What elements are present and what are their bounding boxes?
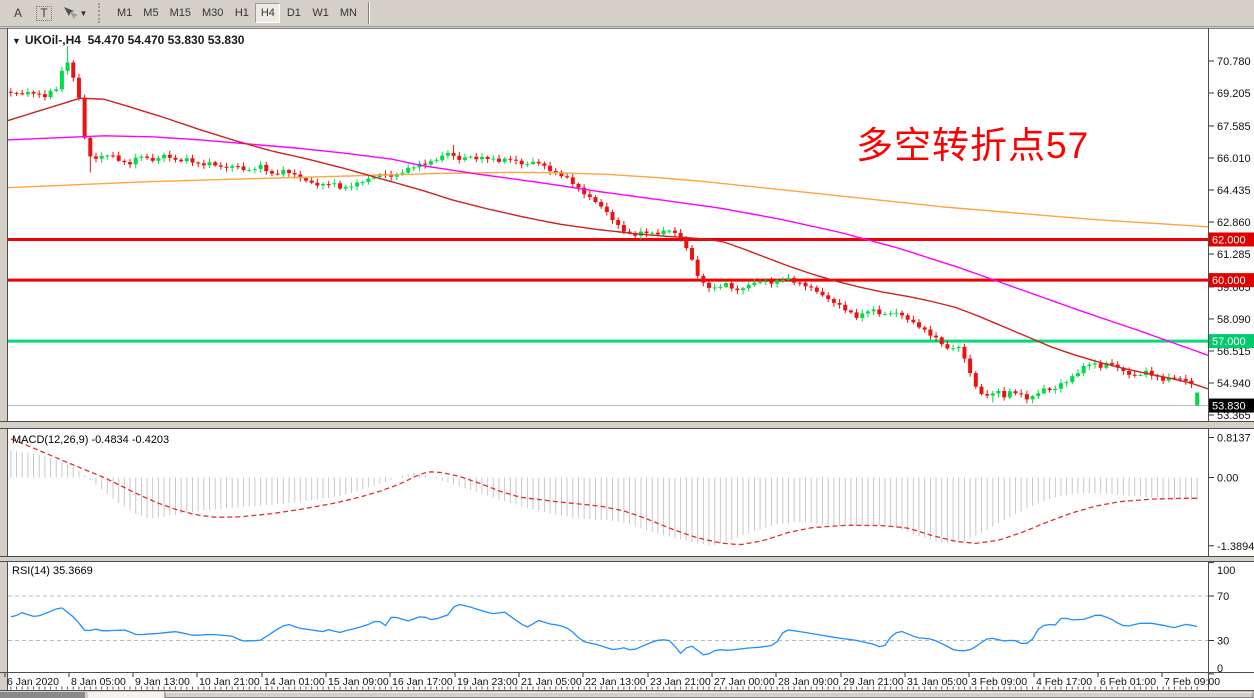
svg-text:53.830: 53.830 <box>1212 401 1246 413</box>
timeframe-button-m1[interactable]: M1 <box>112 3 138 23</box>
svg-text:7 Feb 09:00: 7 Feb 09:00 <box>1164 676 1220 688</box>
text-frame-tool-button[interactable]: T <box>32 3 56 23</box>
svg-text:64.435: 64.435 <box>1217 185 1251 197</box>
svg-text:28 Jan 09:00: 28 Jan 09:00 <box>778 676 839 688</box>
svg-text:0.00: 0.00 <box>1217 473 1238 485</box>
svg-text:21 Jan 05:00: 21 Jan 05:00 <box>521 676 582 688</box>
svg-text:14 Jan 01:00: 14 Jan 01:00 <box>264 676 325 688</box>
svg-text:53.365: 53.365 <box>1217 410 1251 422</box>
chart-canvas[interactable]: 70.780 69.205 67.585 66.010 64.435 62.860 61.2… <box>0 27 1254 698</box>
pane-separator-2[interactable] <box>0 556 1254 562</box>
ma-mid-magenta <box>7 135 1209 356</box>
rsi-line <box>10 603 1198 656</box>
svg-text:31 Jan 05:00: 31 Jan 05:00 <box>907 676 968 688</box>
svg-text:10 Jan 21:00: 10 Jan 21:00 <box>199 676 260 688</box>
arrow-cursors-icon <box>63 7 78 19</box>
toolbar-separator <box>367 2 370 24</box>
horizontal-scrollbar <box>0 691 1254 698</box>
svg-text:30: 30 <box>1217 636 1229 648</box>
svg-text:69.205: 69.205 <box>1217 88 1251 100</box>
svg-text:60.000: 60.000 <box>1212 275 1246 287</box>
macd-pane: 0.8137 0.00 -1.3894 <box>10 432 1254 553</box>
svg-text:6 Jan 2020: 6 Jan 2020 <box>7 676 59 688</box>
svg-text:6 Feb 01:00: 6 Feb 01:00 <box>1100 676 1156 688</box>
svg-text:8 Jan 05:00: 8 Jan 05:00 <box>71 676 126 688</box>
text-frame-icon: T <box>36 5 52 21</box>
time-axis: 6 Jan 2020 8 Jan 05:00 9 Jan 13:00 10 Jan 2… <box>4 672 1220 690</box>
timeframe-toolbar: M1 M5 M15 M30 H1 H4 D1 W1 MN <box>112 3 363 23</box>
timeframe-button-h4[interactable]: H4 <box>255 3 281 23</box>
svg-text:19 Jan 23:00: 19 Jan 23:00 <box>457 676 518 688</box>
current-price-badge: 53.830 <box>1209 398 1254 413</box>
svg-text:22 Jan 13:00: 22 Jan 13:00 <box>585 676 646 688</box>
svg-text:29 Jan 21:00: 29 Jan 21:00 <box>843 676 904 688</box>
arrow-objects-tool-button[interactable]: ▼ <box>58 3 92 23</box>
svg-text:15 Jan 09:00: 15 Jan 09:00 <box>328 676 389 688</box>
svg-text:23 Jan 21:00: 23 Jan 21:00 <box>650 676 711 688</box>
timeframe-button-h1[interactable]: H1 <box>229 3 255 23</box>
svg-text:27 Jan 00:00: 27 Jan 00:00 <box>714 676 775 688</box>
rsi-pane: 100 70 30 0 <box>8 562 1235 675</box>
svg-text:9 Jan 13:00: 9 Jan 13:00 <box>135 676 190 688</box>
candles-layer <box>8 45 1200 406</box>
timeframe-button-mn[interactable]: MN <box>334 3 362 23</box>
svg-text:57.000: 57.000 <box>1212 336 1246 348</box>
svg-text:54.940: 54.940 <box>1217 378 1251 390</box>
price-badge-57.000: 57.000 <box>1209 334 1254 349</box>
svg-text:-1.3894: -1.3894 <box>1217 541 1254 553</box>
text-label-tool-button[interactable]: A <box>6 3 30 23</box>
ma-fast-red <box>7 97 1209 390</box>
ma-slow-orange <box>7 171 1209 228</box>
timeframe-button-m15[interactable]: M15 <box>164 3 196 23</box>
svg-text:0: 0 <box>1217 663 1223 675</box>
svg-text:62.860: 62.860 <box>1217 217 1251 229</box>
svg-text:3 Feb 09:00: 3 Feb 09:00 <box>971 676 1027 688</box>
chart-annotation-text[interactable]: 多空转折点57 <box>856 125 1090 166</box>
macd-signal-line <box>10 438 1198 546</box>
svg-text:56.515: 56.515 <box>1217 346 1251 358</box>
price-pane <box>7 45 1209 407</box>
svg-text:70.780: 70.780 <box>1217 56 1251 68</box>
price-badge-60.000: 60.000 <box>1209 273 1254 288</box>
timeframe-button-m30[interactable]: M30 <box>196 3 229 23</box>
timeframe-button-w1[interactable]: W1 <box>307 3 334 23</box>
dropdown-caret-icon: ▼ <box>79 8 88 18</box>
svg-text:16 Jan 17:00: 16 Jan 17:00 <box>392 676 453 688</box>
svg-text:100: 100 <box>1217 565 1235 577</box>
svg-text:4 Feb 17:00: 4 Feb 17:00 <box>1036 676 1092 688</box>
timeframe-button-d1[interactable]: D1 <box>281 3 307 23</box>
svg-text:0.8137: 0.8137 <box>1217 432 1251 444</box>
price-axis: 70.780 69.205 67.585 66.010 64.435 62.860 61.2… <box>1209 56 1254 422</box>
svg-text:66.010: 66.010 <box>1217 153 1251 165</box>
svg-text:67.585: 67.585 <box>1217 121 1251 133</box>
price-badge-62.000: 62.000 <box>1209 232 1254 247</box>
scrollbar-page-area <box>0 692 85 698</box>
timeframe-button-m5[interactable]: M5 <box>138 3 164 23</box>
toolbar-grip <box>98 3 106 23</box>
svg-text:58.090: 58.090 <box>1217 314 1251 326</box>
pane-separator-1[interactable] <box>0 421 1254 429</box>
top-toolbar: A T ▼ M1 M5 M15 M30 H1 H4 D1 W1 MN <box>0 0 1254 27</box>
svg-text:62.000: 62.000 <box>1212 234 1246 246</box>
svg-text:61.285: 61.285 <box>1217 249 1251 261</box>
svg-text:70: 70 <box>1217 591 1229 603</box>
